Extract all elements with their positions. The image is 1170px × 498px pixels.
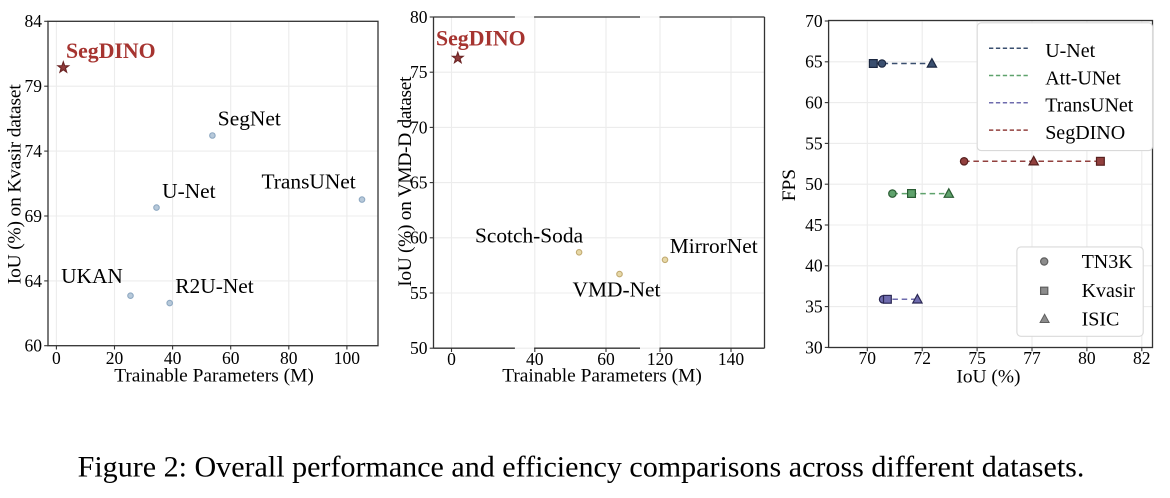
svg-text:SegDINO: SegDINO	[436, 27, 526, 51]
svg-text:0: 0	[52, 348, 61, 368]
svg-text:40: 40	[526, 349, 544, 369]
svg-text:80: 80	[410, 7, 428, 27]
svg-text:70: 70	[410, 117, 428, 137]
svg-text:VMD-Net: VMD-Net	[573, 277, 661, 301]
svg-text:70: 70	[859, 348, 877, 368]
svg-text:40: 40	[164, 348, 182, 368]
svg-text:40: 40	[805, 256, 823, 276]
svg-text:Scotch-Soda: Scotch-Soda	[475, 223, 584, 247]
svg-text:SegDINO: SegDINO	[66, 39, 156, 63]
svg-text:Figure 2: Overall performance: Figure 2: Overall performance and effici…	[78, 449, 1085, 483]
svg-text:Trainable Parameters (M): Trainable Parameters (M)	[114, 366, 314, 387]
svg-text:FPS: FPS	[779, 169, 800, 201]
svg-text:82: 82	[1133, 348, 1151, 368]
svg-text:69: 69	[25, 206, 43, 226]
svg-text:80: 80	[1078, 348, 1096, 368]
svg-text:IoU (%): IoU (%)	[956, 367, 1020, 388]
svg-text:64: 64	[25, 271, 43, 291]
svg-text:75: 75	[410, 62, 428, 82]
svg-text:60: 60	[25, 336, 43, 356]
svg-text:79: 79	[25, 76, 43, 96]
svg-text:U-Net: U-Net	[1045, 40, 1095, 62]
svg-text:55: 55	[410, 283, 428, 303]
svg-text:60: 60	[805, 93, 823, 113]
svg-text:70: 70	[805, 11, 823, 31]
svg-text:45: 45	[805, 215, 823, 235]
svg-text:TN3K: TN3K	[1082, 251, 1134, 273]
svg-text:77: 77	[1023, 348, 1041, 368]
svg-text:72: 72	[913, 348, 931, 368]
svg-text:65: 65	[805, 52, 823, 72]
svg-text:65: 65	[410, 173, 428, 193]
svg-text:84: 84	[25, 11, 43, 31]
svg-text:U-Net: U-Net	[162, 179, 216, 203]
svg-text:0: 0	[447, 349, 456, 369]
svg-text:Att-UNet: Att-UNet	[1045, 67, 1121, 89]
svg-text:IoU (%) on VMD-D dataset: IoU (%) on VMD-D dataset	[395, 76, 416, 287]
svg-text:60: 60	[410, 228, 428, 248]
svg-text:30: 30	[805, 337, 823, 357]
svg-text:R2U-Net: R2U-Net	[175, 274, 253, 298]
svg-text:20: 20	[106, 348, 124, 368]
svg-text:75: 75	[968, 348, 986, 368]
svg-text:TransUNet: TransUNet	[261, 169, 355, 193]
svg-text:140: 140	[718, 349, 745, 369]
svg-text:UKAN: UKAN	[61, 264, 123, 288]
svg-text:55: 55	[805, 133, 823, 153]
svg-text:Trainable Parameters (M): Trainable Parameters (M)	[502, 366, 702, 387]
svg-text:120: 120	[647, 349, 674, 369]
svg-text:100: 100	[334, 348, 361, 368]
svg-text:74: 74	[25, 141, 43, 161]
svg-text:TransUNet: TransUNet	[1045, 95, 1134, 117]
svg-text:80: 80	[280, 348, 298, 368]
svg-text:SegDINO: SegDINO	[1045, 122, 1125, 144]
svg-text:60: 60	[222, 348, 240, 368]
svg-text:50: 50	[410, 338, 428, 358]
svg-text:IoU (%) on Kvasir dataset: IoU (%) on Kvasir dataset	[4, 84, 25, 285]
svg-text:SegNet: SegNet	[218, 107, 281, 131]
svg-text:ISIC: ISIC	[1082, 309, 1120, 331]
svg-text:Kvasir: Kvasir	[1082, 280, 1136, 302]
svg-text:60: 60	[597, 349, 615, 369]
svg-text:50: 50	[805, 174, 823, 194]
svg-text:MirrorNet: MirrorNet	[670, 234, 758, 258]
svg-text:35: 35	[805, 297, 823, 317]
